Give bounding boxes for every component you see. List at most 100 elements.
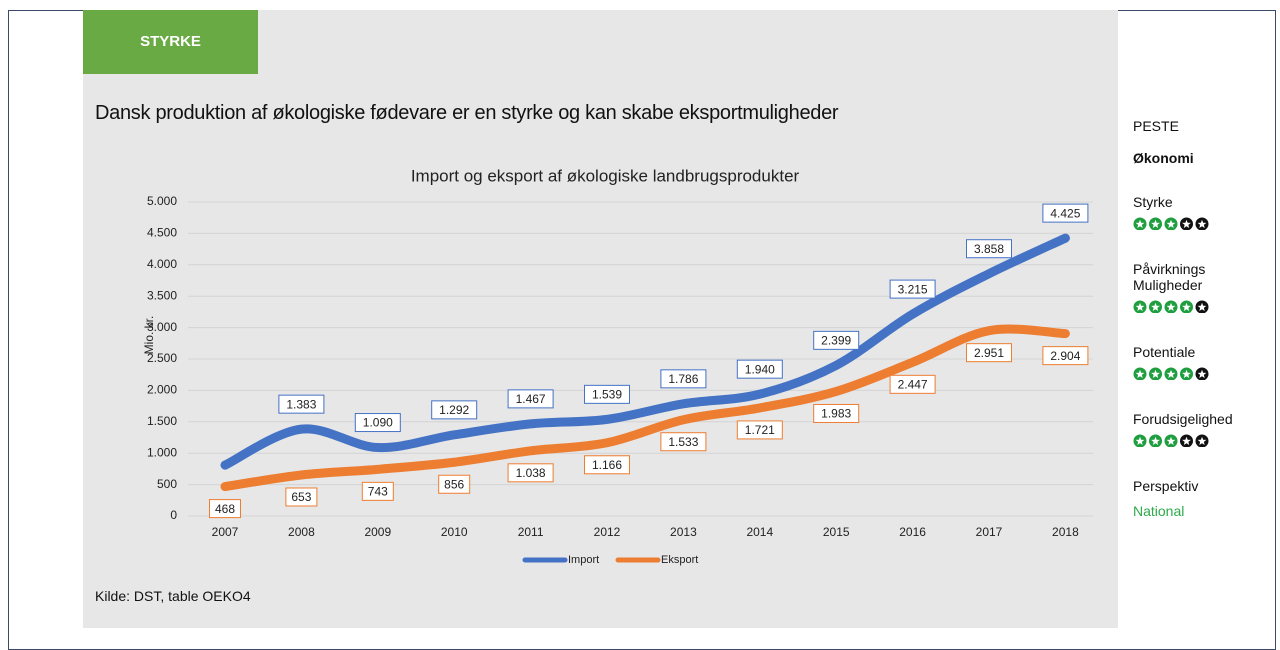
x-tick-label: 2018	[1052, 525, 1079, 539]
data-label-box	[1042, 346, 1089, 366]
rating-label: Påvirknings Muligheder	[1133, 261, 1206, 293]
data-label-box	[736, 359, 783, 379]
y-tick-label: 3.000	[147, 320, 177, 334]
data-label-box	[507, 463, 554, 483]
star	[1166, 219, 1176, 229]
data-label-box	[285, 487, 318, 507]
star	[1135, 369, 1145, 379]
star	[1166, 436, 1176, 446]
data-label: 653	[291, 490, 311, 504]
x-tick-label: 2013	[670, 525, 697, 539]
perspective-label: Perspektiv	[1133, 478, 1199, 494]
data-label-box	[278, 394, 325, 414]
x-tick-label: 2007	[212, 525, 239, 539]
chart-title: Import og eksport af økologiske landbrug…	[411, 166, 800, 185]
data-label-box	[209, 499, 241, 519]
rating-stars	[1133, 367, 1209, 381]
x-tick-label: 2008	[288, 525, 315, 539]
star	[1197, 219, 1207, 229]
y-axis-label: Mio. kr.	[142, 316, 156, 355]
data-label-box	[736, 420, 783, 440]
star	[1135, 436, 1145, 446]
data-label: 1.166	[592, 458, 622, 472]
rating-stars	[1133, 217, 1209, 231]
star	[1135, 302, 1145, 312]
rating: Påvirknings Muligheder	[1133, 261, 1243, 316]
data-label-box	[660, 369, 707, 389]
data-label: 3.858	[974, 242, 1004, 256]
legend-label: Eksport	[661, 554, 698, 566]
y-tick-label: 1.500	[147, 414, 177, 428]
data-label-box	[966, 239, 1012, 259]
data-label-box	[1042, 203, 1089, 223]
data-label: 1.539	[592, 388, 622, 402]
y-tick-label: 500	[157, 477, 177, 491]
data-label: 2.904	[1050, 349, 1080, 363]
data-label: 2.951	[974, 346, 1004, 360]
x-tick-label: 2010	[441, 525, 468, 539]
ratings: Styrke Påvirknings Muligheder Potentiale Fo…	[1133, 194, 1243, 450]
data-label: 1.983	[821, 407, 851, 421]
perspective: National	[1133, 503, 1185, 519]
data-label: 2.399	[821, 334, 851, 348]
star	[1151, 302, 1160, 312]
data-label-box	[584, 455, 630, 475]
star	[1182, 436, 1191, 446]
x-tick-label: 2011	[518, 525, 544, 539]
page: STYRKE Dansk produktion af økologiske fø…	[8, 10, 1276, 650]
data-label-box	[361, 481, 394, 501]
data-label: 1.292	[439, 403, 469, 417]
page-title: Dansk produktion af økologiske fødevare …	[95, 102, 839, 124]
star	[1166, 369, 1176, 379]
data-label-box	[889, 374, 936, 394]
rating-label: Forudsigelighed	[1133, 411, 1233, 427]
data-label: 1.090	[363, 416, 393, 430]
data-label: 1.383	[286, 397, 316, 411]
data-label: 3.215	[898, 282, 928, 296]
y-tick-label: 2.000	[147, 383, 177, 397]
rating-label: Styrke	[1133, 194, 1173, 210]
y-tick-label: 5.000	[147, 194, 177, 208]
data-label-box	[889, 279, 936, 299]
data-label-box	[966, 343, 1012, 363]
data-label: 1.467	[516, 392, 546, 406]
star	[1182, 219, 1191, 229]
data-label-box	[660, 432, 707, 452]
panel	[83, 10, 1118, 628]
data-label-box	[813, 330, 860, 350]
x-tick-label: 2017	[976, 525, 1003, 539]
sidebar: PESTE Økonomi Styrke Påvirknings Mulighed…	[1133, 118, 1243, 519]
x-tick-label: 2012	[594, 525, 621, 539]
star	[1151, 436, 1160, 446]
line	[220, 233, 1070, 470]
y-tick-label: 4.000	[147, 257, 177, 271]
data-label-box	[354, 413, 401, 433]
data-label: 1.721	[745, 423, 775, 437]
data-label: 4.425	[1050, 206, 1080, 220]
star	[1182, 369, 1191, 379]
star	[1151, 369, 1160, 379]
source: Kilde: DST, table OEKO4	[95, 588, 251, 604]
y-tick-label: 0	[170, 508, 177, 522]
x-tick-label: 2014	[746, 525, 773, 539]
tag: STYRKE	[83, 10, 258, 74]
data-label: 2.447	[898, 378, 928, 392]
x-tick-label: 2009	[364, 525, 391, 539]
y-tick-label: 4.500	[147, 226, 177, 240]
sidebar-category: Økonomi	[1133, 150, 1194, 166]
line	[220, 324, 1070, 492]
y-tick-label: 1.000	[147, 445, 177, 459]
data-label: 1.533	[668, 435, 698, 449]
data-label: 856	[444, 477, 464, 491]
data-label-box	[438, 474, 471, 494]
data-label: 1.038	[516, 466, 546, 480]
star	[1197, 369, 1207, 379]
data-label-box	[584, 384, 630, 404]
star	[1197, 302, 1207, 312]
rating-label: Potentiale	[1133, 344, 1196, 360]
star	[1166, 302, 1176, 312]
rating: Styrke	[1133, 194, 1243, 233]
y-tick-label: 2.500	[147, 351, 177, 365]
y-tick-label: 3.500	[147, 288, 177, 302]
rating: Potentiale	[1133, 344, 1243, 383]
